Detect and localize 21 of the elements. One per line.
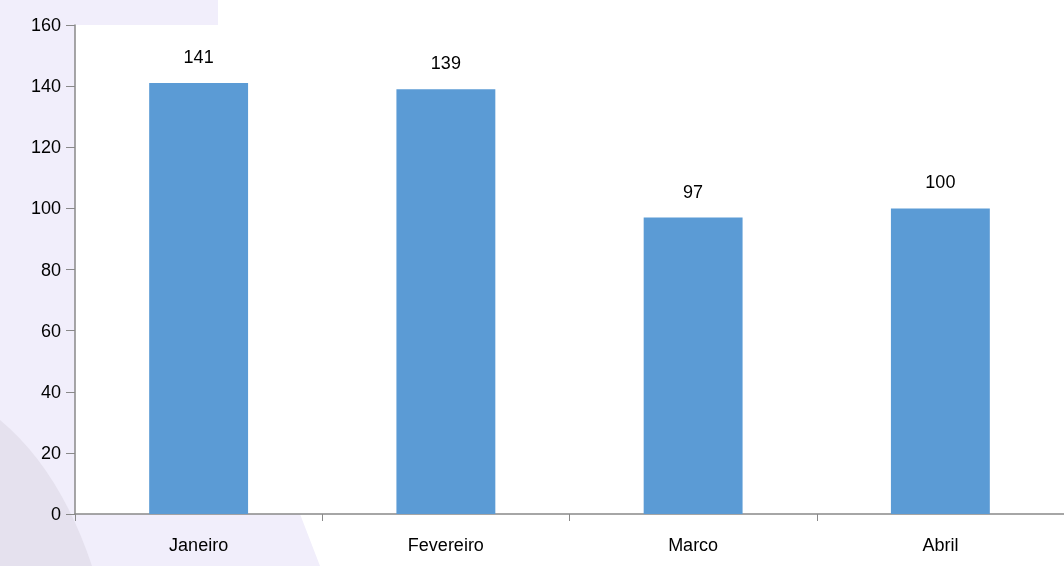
x-tick-label: Fevereiro (407, 535, 484, 555)
data-label: 139 (430, 53, 461, 74)
bar (643, 217, 743, 514)
data-label: 100 (925, 172, 956, 193)
y-tick-label: 140 (30, 76, 61, 97)
x-tick-label: Marco (668, 535, 719, 555)
x-tick-label: Janeiro (169, 535, 229, 555)
data-label: 97 (683, 181, 704, 202)
y-tick-label: 100 (30, 198, 61, 219)
bar (149, 83, 249, 514)
y-tick-label: 0 (50, 504, 61, 524)
x-tick-label: Abril (922, 535, 959, 555)
bar (890, 208, 990, 514)
y-tick-label: 40 (40, 381, 61, 402)
y-tick-label: 60 (40, 320, 61, 341)
y-tick-label: 80 (40, 259, 61, 280)
bar (396, 89, 496, 514)
y-tick-label: 160 (30, 15, 61, 35)
data-label: 141 (183, 47, 214, 68)
y-tick-label: 20 (40, 442, 61, 463)
y-tick-label: 120 (30, 137, 61, 158)
